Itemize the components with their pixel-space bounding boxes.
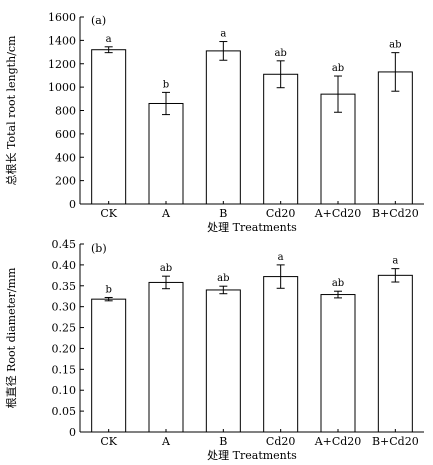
panel-a-x-tick-label: CK [100,207,117,220]
panel-b-x-tick-label: CK [100,435,117,448]
panel-b-significance-letter: a [278,252,284,263]
panel-a-y-tick-label: 600 [55,128,76,141]
panel-b-significance-letter: b [105,284,111,295]
panel-b-x-tick-label: A [161,435,171,448]
panel-b-bar [148,281,184,433]
panel-b-x-tick-label: B+Cd20 [372,435,419,448]
panel-b-significance-letter: ab [160,263,172,274]
panel-b-y-tick-label: 0.25 [52,322,77,335]
panel-a-x-tick-label: A [161,207,171,220]
panel-a-x-tick-label: B+Cd20 [372,207,419,220]
panel-a-y-tick-label: 1600 [48,11,76,24]
panel-a-y-tick-label: 200 [55,175,76,188]
panel-a-x-axis-title: 处理 Treatments [207,221,297,234]
panel-b-bar [205,289,241,433]
panel-a-x-tick-label: B [219,207,227,220]
panel-a-significance-letter: a [106,34,112,45]
panel-a-significance-letter: ab [332,63,344,74]
panel-b-significance-letter: a [392,256,398,267]
panel-b-y-tick-label: 0.10 [52,384,77,397]
panel-b-y-tick-label: 0.35 [52,280,77,293]
panel-b-bar [320,294,356,433]
panel-b-significance-letter: ab [217,273,229,284]
panel-b-significance-letter: ab [332,278,344,289]
panel-a-significance-letter: ab [389,40,401,51]
panel-b-x-axis-title: 处理 Treatments [207,449,297,462]
panel-a-x-tick-label: Cd20 [266,207,295,220]
panel-a-y-tick-label: 800 [55,105,76,118]
panel-b-bar [377,274,413,433]
panel-b-label: (b) [91,242,107,255]
panel-a-bar [377,71,413,205]
panel-a-significance-letter: a [220,29,226,40]
panel-a-bar [148,102,184,205]
panel-a-y-tick-label: 400 [55,151,76,164]
panel-a-label: (a) [91,14,106,27]
panel-b-y-tick-label: 0.15 [52,363,77,376]
panel-a-x-tick-label: A+Cd20 [314,207,362,220]
panel-b-bar [263,276,299,433]
panel-b-y-tick-label: 0.30 [52,301,77,314]
panel-a-y-tick-label: 1000 [48,81,76,94]
panel-b-bar [91,298,127,433]
panel-b-x-tick-label: A+Cd20 [314,435,362,448]
panel-b-x-tick-label: B [219,435,227,448]
panel-a-significance-letter: ab [274,48,286,59]
panel-a-bar [205,50,241,205]
panel-b-y-tick-label: 0.45 [52,238,77,251]
panel-b-x-tick-label: Cd20 [266,435,295,448]
panel-a-bar [91,49,127,205]
panel-a-y-axis-title: 总根长 Total root length/cm [4,35,18,186]
panel-b-y-tick-label: 0.40 [52,259,77,272]
panel-b-y-tick-label: 0.05 [52,405,77,418]
panel-a-y-tick-label: 1400 [48,34,76,47]
panel-a-significance-letter: b [163,79,169,90]
panel-a-bar [263,73,299,205]
panel-b-y-axis-title: 根直径 Root diameter/mm [4,267,18,408]
panel-b-y-tick-label: 0 [69,426,76,439]
panel-a-y-tick-label: 0 [69,198,76,211]
panel-a-y-tick-label: 1200 [48,58,76,71]
panel-b-y-tick-label: 0.20 [52,342,77,355]
